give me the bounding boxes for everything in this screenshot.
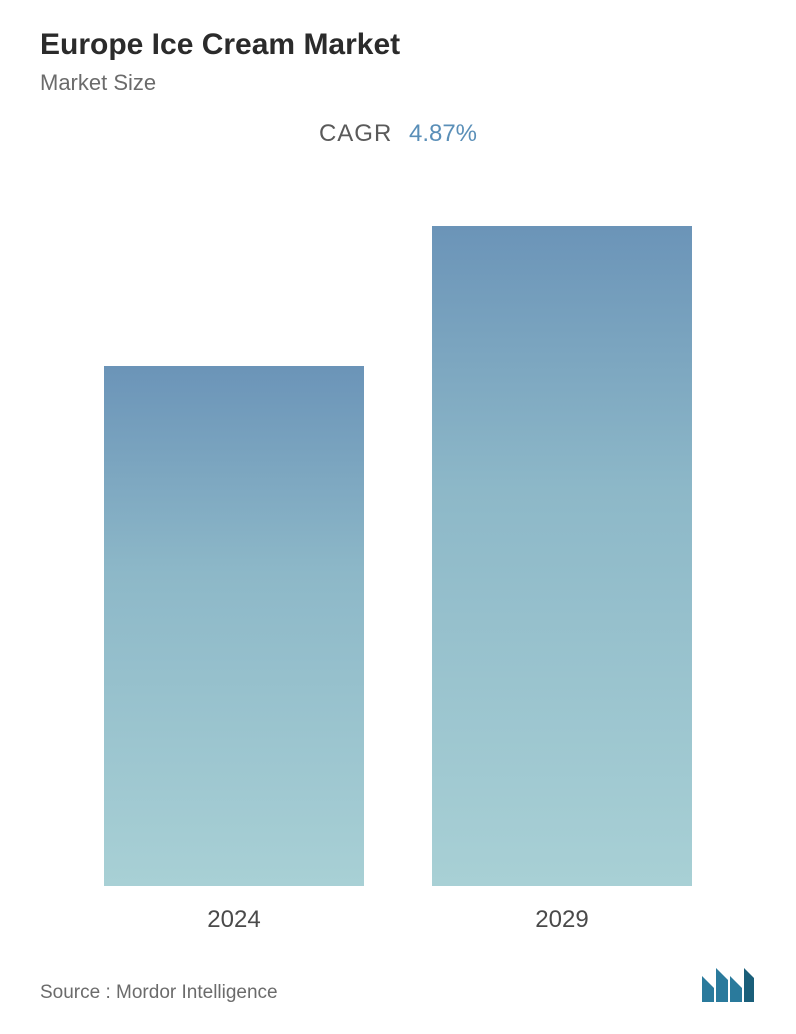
bar-group-1: 2029 [422,226,702,934]
chart-container: Europe Ice Cream Market Market Size CAGR… [0,0,796,1034]
bar-group-0: 2024 [94,366,374,934]
bar-chart: 2024 2029 [40,188,756,934]
chart-footer: Source : Mordor Intelligence [40,934,756,1014]
bar-label-0: 2024 [207,906,260,934]
cagr-row: CAGR 4.87% [40,120,756,148]
bar-label-1: 2029 [535,906,588,934]
brand-logo-icon [700,964,756,1004]
page-title: Europe Ice Cream Market [40,28,756,62]
cagr-value: 4.87% [409,120,477,147]
bar-0 [104,366,364,886]
page-subtitle: Market Size [40,70,756,96]
bar-1 [432,226,692,886]
source-attribution: Source : Mordor Intelligence [40,982,278,1004]
cagr-label: CAGR [319,120,392,147]
